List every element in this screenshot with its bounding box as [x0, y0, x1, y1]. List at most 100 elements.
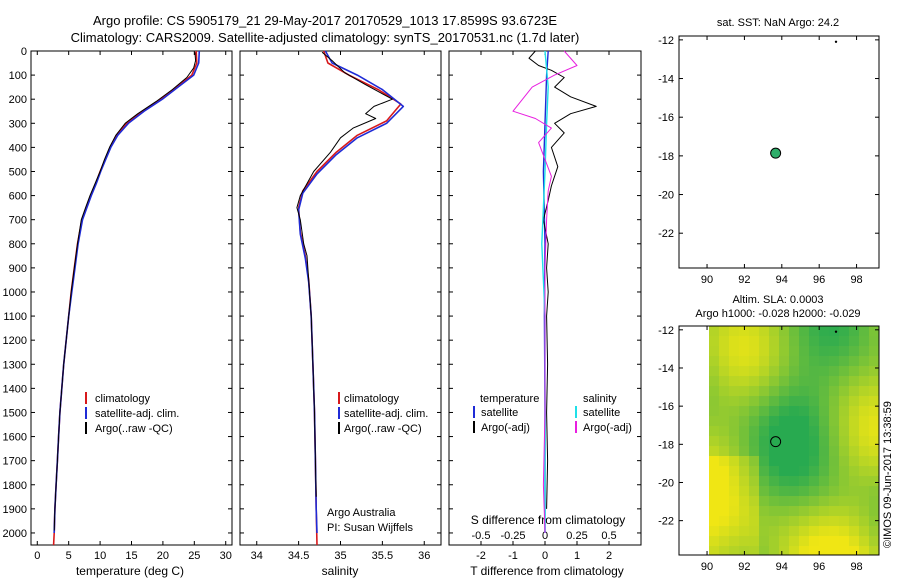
sla-heatmap-cell	[869, 446, 879, 456]
sla-heatmap-cell	[829, 366, 839, 376]
sla-heatmap-cell	[829, 336, 839, 346]
sst-map-track-dot	[834, 40, 838, 43]
sla-heatmap-cell	[839, 406, 849, 416]
difference-series-temperature-argo-adj-	[528, 50, 597, 509]
sla-heatmap-cell	[709, 376, 719, 386]
sst-map-x-tick-label: 96	[813, 274, 825, 286]
sla-heatmap-cell	[799, 496, 809, 506]
sla-heatmap-cell	[839, 516, 849, 526]
sla-heatmap-cell	[709, 446, 719, 456]
sla-heatmap-cell	[719, 436, 729, 446]
sla-heatmap-cell	[759, 406, 769, 416]
sla-heatmap-cell	[799, 336, 809, 346]
sla-heatmap-cell	[729, 476, 739, 486]
sla-heatmap-cell	[709, 386, 719, 396]
sla-heatmap-cell	[719, 516, 729, 526]
sla-heatmap-cell	[719, 416, 729, 426]
sla-heatmap-cell	[769, 366, 779, 376]
sla-heatmap-cell	[749, 526, 759, 536]
sla-heatmap-cell	[789, 356, 799, 366]
sla-heatmap-cell	[809, 396, 819, 406]
sla-heatmap-cell	[809, 476, 819, 486]
sla-heatmap-cell	[789, 496, 799, 506]
sla-heatmap-cell	[849, 506, 859, 516]
sla-heatmap-cell	[769, 416, 779, 426]
sla-heatmap-cell	[709, 346, 719, 356]
sla-heatmap-cell	[819, 406, 829, 416]
sla-heatmap-cell	[729, 326, 739, 336]
sla-heatmap-cell	[749, 366, 759, 376]
sla-heatmap-cell	[799, 376, 809, 386]
sla-heatmap-cell	[839, 526, 849, 536]
sla-heatmap-cell	[869, 506, 879, 516]
sla-heatmap-cell	[819, 476, 829, 486]
sla-heatmap-cell	[839, 416, 849, 426]
sla-heatmap-cell	[749, 406, 759, 416]
sla-heatmap-cell	[869, 466, 879, 476]
sla-heatmap-cell	[739, 376, 749, 386]
sla-heatmap-cell	[769, 336, 779, 346]
sla-heatmap-cell	[829, 406, 839, 416]
sla-heatmap-cell	[709, 326, 719, 336]
sla-heatmap	[709, 326, 879, 555]
sla-heatmap-cell	[719, 386, 729, 396]
sla-heatmap-cell	[719, 496, 729, 506]
sla-heatmap-cell	[849, 526, 859, 536]
sla-heatmap-cell	[869, 336, 879, 346]
sla-heatmap-cell	[859, 546, 869, 555]
sla-heatmap-cell	[809, 326, 819, 336]
sla-heatmap-cell	[859, 496, 869, 506]
sla-heatmap-cell	[819, 536, 829, 546]
sla-heatmap-cell	[819, 446, 829, 456]
sla-heatmap-cell	[759, 546, 769, 555]
sla-heatmap-cell	[859, 366, 869, 376]
sla-map-track-dot	[834, 330, 838, 333]
sla-heatmap-cell	[759, 346, 769, 356]
sla-heatmap-cell	[869, 376, 879, 386]
sla-map-y-tick-label: -12	[658, 325, 674, 337]
sla-heatmap-cell	[849, 416, 859, 426]
sla-heatmap-cell	[769, 526, 779, 536]
sla-heatmap-cell	[749, 476, 759, 486]
depth-tick-label: 900	[9, 263, 27, 275]
sla-heatmap-cell	[719, 476, 729, 486]
sla-heatmap-cell	[849, 476, 859, 486]
sla-heatmap-cell	[799, 506, 809, 516]
sla-heatmap-cell	[819, 356, 829, 366]
sla-heatmap-cell	[759, 456, 769, 466]
sla-heatmap-cell	[859, 396, 869, 406]
depth-tick-label: 600	[9, 191, 27, 203]
sla-heatmap-cell	[839, 456, 849, 466]
sla-heatmap-cell	[799, 426, 809, 436]
sst-map-y-tick-label: -20	[658, 190, 674, 202]
sla-heatmap-cell	[729, 416, 739, 426]
sla-heatmap-cell	[739, 456, 749, 466]
sla-heatmap-cell	[749, 436, 759, 446]
depth-tick-label: 1100	[3, 311, 27, 323]
legend-label-s-argo: Argo(-adj)	[583, 422, 632, 434]
sla-heatmap-cell	[809, 416, 819, 426]
sla-heatmap-cell	[719, 366, 729, 376]
depth-tick-label: 500	[9, 166, 27, 178]
salinity-series-argo-raw-qc-	[296, 51, 393, 497]
sla-heatmap-cell	[819, 336, 829, 346]
sla-heatmap-cell	[849, 326, 859, 336]
sla-heatmap-cell	[719, 466, 729, 476]
sla-heatmap-cell	[869, 386, 879, 396]
temperature-legend: climatology satellite-adj. clim. Argo(..…	[85, 392, 179, 435]
sla-heatmap-cell	[829, 456, 839, 466]
sla-heatmap-cell	[729, 426, 739, 436]
sla-heatmap-cell	[809, 406, 819, 416]
sla-heatmap-cell	[769, 456, 779, 466]
sla-heatmap-cell	[829, 446, 839, 456]
argo-australia-label: Argo Australia	[327, 507, 396, 519]
sla-heatmap-cell	[739, 486, 749, 496]
sla-heatmap-cell	[839, 386, 849, 396]
sla-heatmap-cell	[709, 356, 719, 366]
sst-map-x-tick-label: 92	[738, 274, 750, 286]
sla-heatmap-cell	[739, 386, 749, 396]
sla-heatmap-cell	[739, 526, 749, 536]
sla-heatmap-cell	[709, 406, 719, 416]
depth-tick-label: 1200	[3, 335, 27, 347]
